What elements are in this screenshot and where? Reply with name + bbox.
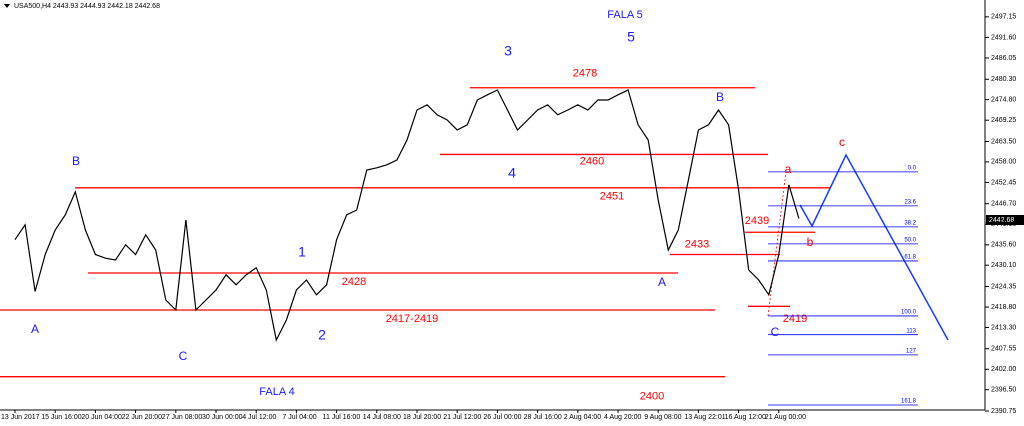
y-tick-label: 2396.50 [991, 387, 1016, 394]
y-tick-label: 2441.15 [991, 221, 1016, 228]
fib-label: 113 [906, 328, 916, 334]
level-label: 2451 [600, 191, 624, 203]
wave-label: a [785, 162, 792, 176]
wave-label: b [807, 235, 814, 249]
x-tick-label: 13 Aug 22:01 [684, 414, 725, 421]
x-tick-label: 30 Jun 00:00 [202, 414, 243, 421]
x-tick-label: 7 Jul 04:00 [282, 414, 316, 421]
y-tick-label: 2402.00 [991, 366, 1016, 373]
fib-label: 161.8 [901, 399, 917, 405]
x-tick-label: 4 Aug 20:00 [604, 414, 641, 421]
level-label: 2439 [745, 215, 769, 227]
wave-label: c [839, 135, 845, 149]
y-tick-label: 2407.55 [991, 346, 1016, 353]
x-tick-label: 2 Aug 04:00 [564, 414, 601, 421]
x-tick-label: 14 Jul 08:00 [363, 414, 401, 421]
wave-label: B [716, 90, 724, 104]
fib-label: 23.6 [904, 199, 916, 205]
level-label: 2428 [342, 276, 366, 288]
y-tick-label: 2497.15 [991, 14, 1016, 21]
price-box [986, 215, 1024, 225]
wave-label: 3 [504, 43, 512, 59]
y-tick-label: 2446.70 [991, 201, 1016, 208]
y-tick-label: 2430.10 [991, 262, 1016, 269]
level-label: 2433 [685, 238, 709, 250]
y-tick-label: 2435.60 [991, 242, 1016, 249]
x-tick-label: 18 Jul 20:00 [403, 414, 441, 421]
wave-label: 5 [627, 29, 635, 45]
y-tick-label: 2413.30 [991, 324, 1016, 331]
projection [799, 153, 949, 341]
x-tick-label: 16 Aug 12:00 [725, 414, 766, 421]
wave-label: A [658, 275, 666, 289]
x-tick-label: 21 Aug 00:00 [765, 414, 806, 421]
y-tick-label: 2463.50 [991, 138, 1016, 145]
y-tick-label: 2491.60 [991, 34, 1016, 41]
current-price: 2442.68 [989, 217, 1014, 224]
wave-label: FALA 4 [259, 386, 294, 398]
wave-label: A [31, 322, 39, 336]
x-tick-label: 15 Jun 16:00 [41, 414, 82, 421]
x-tick-label: 11 Jul 16:00 [323, 414, 361, 421]
wave-label: FALA 5 [607, 9, 642, 21]
x-tick-label: 9 Aug 08:00 [644, 414, 681, 421]
wave-label: C [179, 349, 188, 363]
y-tick-label: 2458.00 [991, 159, 1016, 166]
y-tick-label: 2474.80 [991, 96, 1016, 103]
level-label: 2419 [783, 313, 807, 325]
level-label: 2400 [640, 391, 664, 403]
fib-label: 127 [906, 348, 917, 354]
level-label: 2460 [580, 155, 604, 167]
fib-label: 50.0 [904, 237, 916, 243]
x-tick-label: 20 Jun 04:00 [81, 414, 122, 421]
y-tick-label: 2486.05 [991, 55, 1016, 62]
y-tick-label: 2480.30 [991, 76, 1016, 83]
fib-trend [767, 171, 787, 317]
y-tick-label: 2469.25 [991, 117, 1016, 124]
fib-label: 0.0 [908, 165, 917, 171]
x-tick-label: 21 Jul 12:00 [443, 414, 481, 421]
y-tick-label: 2390.75 [991, 408, 1016, 415]
level-label: 2478 [573, 68, 597, 80]
level-label: 2417-2419 [386, 313, 439, 325]
wave-label: 2 [318, 327, 326, 343]
wave-label: 4 [508, 165, 516, 181]
wave-label: C [771, 325, 780, 339]
x-tick-label: 4 Jul 12:00 [242, 414, 276, 421]
chart-title: USA500,H4 2443.93 2444.93 2442.18 2442.6… [14, 3, 160, 10]
menu-arrow [4, 4, 10, 8]
x-tick-label: 26 Jul 00:00 [483, 414, 521, 421]
wave-label: B [72, 154, 80, 168]
y-tick-label: 2424.35 [991, 283, 1016, 290]
y-tick-label: 2418.80 [991, 304, 1016, 311]
y-tick-label: 2452.45 [991, 179, 1016, 186]
x-tick-label: 27 Jun 08:00 [162, 414, 203, 421]
x-tick-label: 28 Jul 16:00 [524, 414, 562, 421]
x-tick-label: 13 Jun 2017 [1, 414, 40, 421]
wave-label: 1 [298, 244, 306, 260]
x-tick-label: 22 Jun 20:00 [122, 414, 163, 421]
fib-label: 100.0 [901, 310, 917, 316]
fib-label: 61.8 [904, 254, 916, 260]
price-line [14, 89, 800, 342]
fib-label: 38.2 [904, 220, 916, 226]
